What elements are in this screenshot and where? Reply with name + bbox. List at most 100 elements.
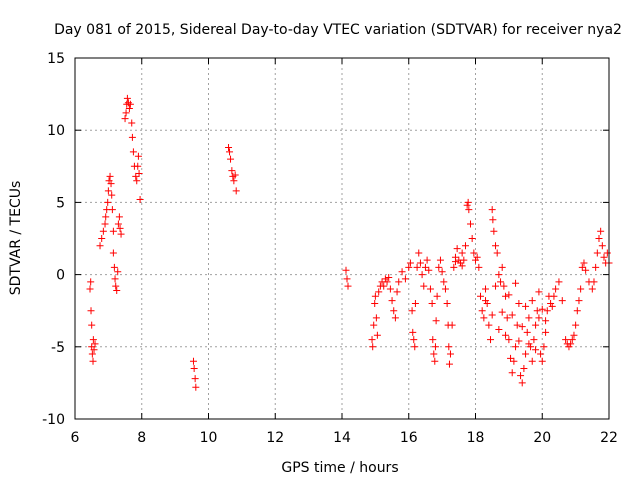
data-point	[450, 263, 458, 271]
data-point	[510, 357, 518, 365]
data-point	[500, 282, 508, 290]
data-point	[87, 278, 95, 286]
data-point	[513, 321, 521, 329]
y-tick-label: -5	[51, 340, 65, 356]
data-point	[385, 273, 393, 281]
data-point	[555, 278, 563, 286]
data-point	[522, 302, 530, 310]
data-point	[104, 198, 112, 206]
data-point	[227, 155, 235, 163]
data-point	[456, 259, 464, 267]
data-point	[122, 109, 130, 117]
data-point	[575, 297, 583, 305]
data-point	[128, 133, 136, 141]
data-point	[415, 249, 423, 257]
data-point	[570, 331, 578, 339]
data-point	[580, 259, 588, 267]
data-point	[96, 242, 104, 250]
y-tick-label: 10	[47, 123, 65, 139]
data-point	[91, 340, 99, 348]
x-tick-label: 22	[600, 430, 618, 446]
data-point	[520, 364, 528, 372]
data-point	[230, 177, 238, 185]
data-point	[135, 170, 143, 178]
data-point	[568, 336, 576, 344]
data-point	[592, 263, 600, 271]
data-point	[107, 180, 115, 188]
data-point	[108, 206, 116, 214]
data-point	[112, 282, 120, 290]
data-point	[413, 263, 421, 271]
data-point	[475, 263, 483, 271]
data-point	[431, 343, 439, 351]
data-point	[435, 263, 443, 271]
data-point	[547, 299, 555, 307]
data-point	[125, 105, 133, 113]
data-point	[373, 331, 381, 339]
data-point	[488, 206, 496, 214]
data-point	[548, 302, 556, 310]
y-tick-label: 0	[56, 268, 65, 284]
data-point	[390, 307, 398, 315]
x-tick-label: 10	[200, 430, 218, 446]
data-point	[558, 297, 566, 305]
data-point	[111, 275, 119, 283]
data-point	[88, 350, 96, 358]
data-point	[515, 299, 523, 307]
data-point	[540, 343, 548, 351]
data-point	[492, 282, 500, 290]
data-point	[542, 328, 550, 336]
data-point	[89, 357, 97, 365]
data-point	[99, 227, 107, 235]
data-point	[228, 167, 236, 175]
data-point	[398, 268, 406, 276]
data-point	[468, 235, 476, 242]
data-point	[226, 148, 234, 156]
y-tick-label: 15	[47, 51, 65, 67]
data-point	[432, 317, 440, 325]
data-point	[458, 262, 466, 270]
data-point	[411, 299, 419, 307]
data-point	[503, 314, 511, 322]
data-point	[87, 307, 95, 315]
data-point	[429, 336, 437, 344]
data-point	[395, 278, 403, 286]
data-point	[451, 258, 459, 266]
data-point	[391, 314, 399, 322]
data-point	[508, 369, 516, 377]
data-point	[411, 343, 419, 351]
data-point	[90, 346, 98, 354]
data-point	[438, 268, 446, 276]
data-point	[426, 285, 434, 293]
data-point	[538, 305, 546, 313]
data-point	[525, 340, 533, 348]
data-point	[565, 343, 573, 351]
data-point	[505, 336, 513, 344]
data-point	[445, 343, 453, 351]
data-point	[106, 172, 114, 180]
data-point	[512, 343, 520, 351]
data-point	[445, 360, 453, 368]
data-point	[433, 292, 441, 300]
data-point	[502, 292, 510, 300]
data-point	[225, 144, 233, 152]
data-point	[577, 285, 585, 293]
data-point	[533, 307, 541, 315]
data-point	[597, 227, 605, 235]
data-point	[421, 263, 429, 271]
data-point	[116, 224, 124, 232]
data-point	[497, 278, 505, 286]
data-point	[386, 285, 394, 293]
data-point	[114, 220, 122, 228]
data-point	[190, 364, 198, 372]
data-point	[101, 220, 109, 228]
data-point	[603, 249, 611, 257]
data-point	[572, 321, 580, 329]
data-point	[530, 336, 538, 344]
data-point	[465, 206, 473, 214]
data-point	[446, 350, 454, 358]
data-point	[490, 227, 498, 235]
data-point	[410, 336, 418, 344]
